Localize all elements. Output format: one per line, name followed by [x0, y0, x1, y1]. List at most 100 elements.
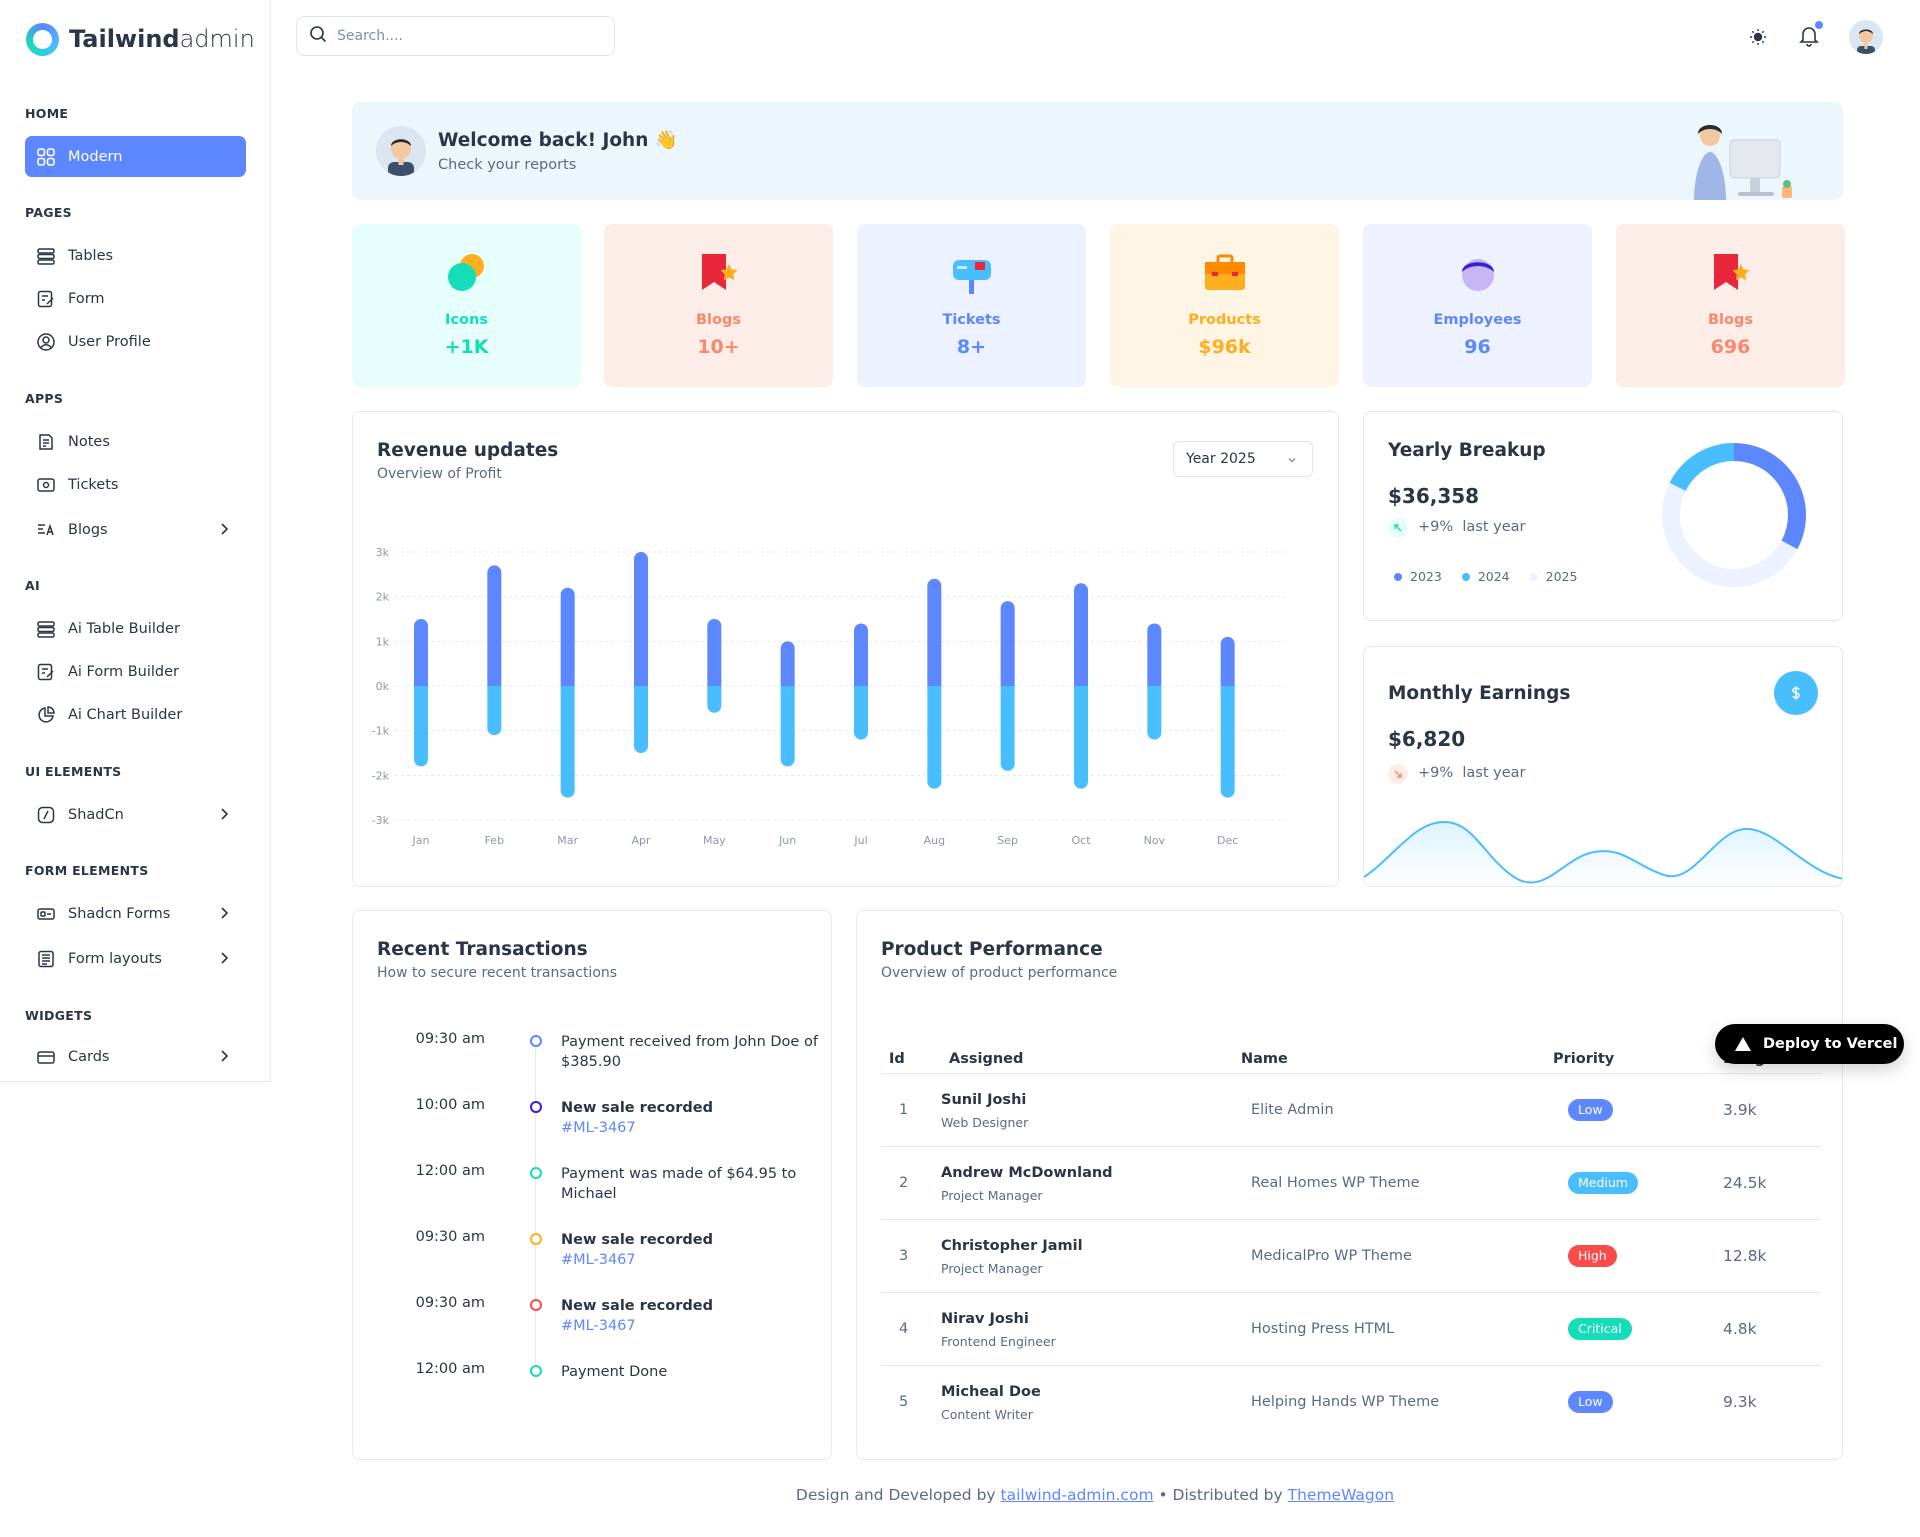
sidebar-item-shadcn[interactable]: ShadCn [25, 794, 246, 835]
bar-base [634, 686, 648, 693]
stat-value: $96k [1198, 336, 1251, 358]
stat-card-blogs[interactable]: Blogs 696 [1616, 224, 1845, 387]
y-tick-label: -3k [372, 814, 390, 827]
bar-mar-series-1[interactable] [560, 587, 575, 686]
nav-section-ui-elements: UI ELEMENTS [25, 764, 122, 779]
table-row[interactable]: 5 Micheal Doe Content Writer Helping Hands … [881, 1365, 1821, 1438]
bar-nov-series-1[interactable] [1147, 623, 1162, 686]
bar-base [1074, 686, 1088, 693]
bar-apr-series-2[interactable] [634, 686, 648, 753]
stat-card-blogs[interactable]: Blogs 10+ [604, 224, 833, 387]
sidebar-item-notes[interactable]: Notes [25, 421, 246, 462]
footer-prefix: Design and Developed by [795, 1486, 996, 1504]
bar-oct-series-1[interactable] [1074, 583, 1088, 686]
sidebar-item-cards[interactable]: Cards [25, 1036, 246, 1077]
bar-jan-series-2[interactable] [414, 686, 428, 767]
x-tick-label: Sep [997, 834, 1018, 847]
bar-base [1220, 679, 1235, 686]
theme-toggle-sun-icon[interactable] [1749, 28, 1767, 50]
x-tick-label: Jun [778, 834, 796, 847]
bar-base [854, 679, 868, 686]
bar-jul-series-2[interactable] [854, 686, 868, 740]
bar-mar-series-2[interactable] [560, 686, 575, 798]
bar-jun-series-2[interactable] [780, 686, 795, 767]
year-select-value: Year 2025 [1186, 451, 1256, 467]
year-select[interactable]: Year 2025 [1173, 441, 1313, 477]
bar-sep-series-2[interactable] [1000, 686, 1015, 771]
sidebar-item-shadcn-forms[interactable]: Shadcn Forms [25, 893, 246, 934]
bar-may-series-1[interactable] [707, 619, 722, 686]
sidebar-item-form[interactable]: Form [25, 278, 246, 319]
sidebar-item-ai-form-builder[interactable]: Ai Form Builder [25, 651, 246, 692]
sidebar-item-tables[interactable]: Tables [25, 235, 246, 276]
bar-base [707, 686, 722, 693]
bar-nov-series-2[interactable] [1147, 686, 1162, 740]
bar-jul-series-1[interactable] [854, 623, 868, 686]
sidebar-item-label: Shadcn Forms [68, 905, 171, 922]
stat-card-tickets[interactable]: Tickets 8+ [857, 224, 1086, 387]
deploy-to-vercel-button[interactable]: Deploy to Vercel [1715, 1024, 1904, 1064]
stat-card-employees[interactable]: Employees 96 [1363, 224, 1592, 387]
timeline-dot [530, 1365, 542, 1377]
row-assignee-role: Project Manager [941, 1261, 1043, 1276]
bar-aug-series-2[interactable] [927, 686, 942, 789]
timeline-time: 09:30 am [415, 1229, 485, 1245]
col-header-name: Name [1241, 1051, 1288, 1067]
y-tick-label: 1k [376, 635, 390, 648]
yearly-amount: $36,358 [1388, 484, 1480, 508]
timeline-time: 09:30 am [415, 1295, 485, 1311]
sidebar-item-modern[interactable]: Modern [25, 136, 246, 177]
table-row[interactable]: 4 Nirav Joshi Frontend Engineer Hosting Pre… [881, 1292, 1821, 1365]
x-tick-label: Nov [1144, 834, 1166, 847]
timeline-link[interactable]: #ML-3467 [561, 1252, 636, 1268]
monthly-change-row: +9% last year [1418, 765, 1526, 781]
sidebar-item-label: ShadCn [68, 806, 124, 823]
sidebar-item-ai-table-builder[interactable]: Ai Table Builder [25, 608, 246, 649]
shadcn-icon [35, 804, 56, 825]
stat-card-icons[interactable]: Icons +1K [352, 224, 581, 387]
sidebar-item-user-profile[interactable]: User Profile [25, 321, 246, 362]
brand-logo[interactable]: Tailwindadmin [0, 0, 270, 78]
y-tick-label: 2k [376, 591, 390, 604]
bar-apr-series-1[interactable] [634, 552, 648, 686]
priority-badge: Medium [1568, 1172, 1638, 1194]
user-avatar[interactable] [1849, 20, 1883, 54]
row-assignee-role: Project Manager [941, 1188, 1043, 1203]
search-bar[interactable] [296, 16, 615, 56]
bar-base [414, 686, 428, 693]
sidebar-item-form-layouts[interactable]: Form layouts [25, 938, 246, 979]
row-budget: 9.3k [1723, 1393, 1757, 1411]
sidebar-item-ai-chart-builder[interactable]: Ai Chart Builder [25, 694, 246, 735]
table-row[interactable]: 1 Sunil Joshi Web Designer Elite Admin Low 3.… [881, 1073, 1821, 1146]
table-icon [35, 618, 56, 639]
legend-2023: 2023 [1394, 569, 1442, 584]
layout-icon [35, 948, 56, 969]
sidebar-item-label: Notes [68, 433, 110, 450]
sidebar-item-label: Ai Form Builder [68, 663, 179, 680]
search-input[interactable] [337, 28, 597, 44]
bar-dec-series-2[interactable] [1220, 686, 1235, 798]
bar-jun-series-1[interactable] [780, 641, 795, 686]
table-row[interactable]: 3 Christopher Jamil Project Manager Medical… [881, 1219, 1821, 1292]
footer-link-tailwind-admin[interactable]: tailwind-admin.com [1000, 1486, 1154, 1504]
sidebar-item-blogs[interactable]: Blogs [25, 509, 246, 550]
bar-feb-series-1[interactable] [487, 565, 502, 686]
timeline-link[interactable]: #ML-3467 [561, 1318, 636, 1334]
nav-section-ai: AI [25, 578, 40, 593]
dollar-icon[interactable] [1774, 671, 1818, 715]
bar-aug-series-1[interactable] [927, 578, 942, 686]
bar-dec-series-1[interactable] [1220, 636, 1235, 686]
timeline-item: New sale recorded #ML-3467 [561, 1098, 823, 1138]
bar-jan-series-1[interactable] [414, 619, 428, 686]
row-budget: 3.9k [1723, 1101, 1757, 1119]
bar-oct-series-2[interactable] [1074, 686, 1088, 789]
timeline-link[interactable]: #ML-3467 [561, 1120, 636, 1136]
table-row[interactable]: 2 Andrew McDownland Project Manager Real Ho… [881, 1146, 1821, 1219]
bar-sep-series-1[interactable] [1000, 601, 1015, 686]
stat-card-products[interactable]: Products $96k [1110, 224, 1339, 387]
sidebar-item-tickets[interactable]: Tickets [25, 464, 246, 505]
notification-bell-icon[interactable] [1798, 21, 1823, 52]
footer-link-themewagon[interactable]: ThemeWagon [1287, 1486, 1395, 1504]
bar-base [1147, 679, 1162, 686]
bar-feb-series-2[interactable] [487, 686, 502, 736]
